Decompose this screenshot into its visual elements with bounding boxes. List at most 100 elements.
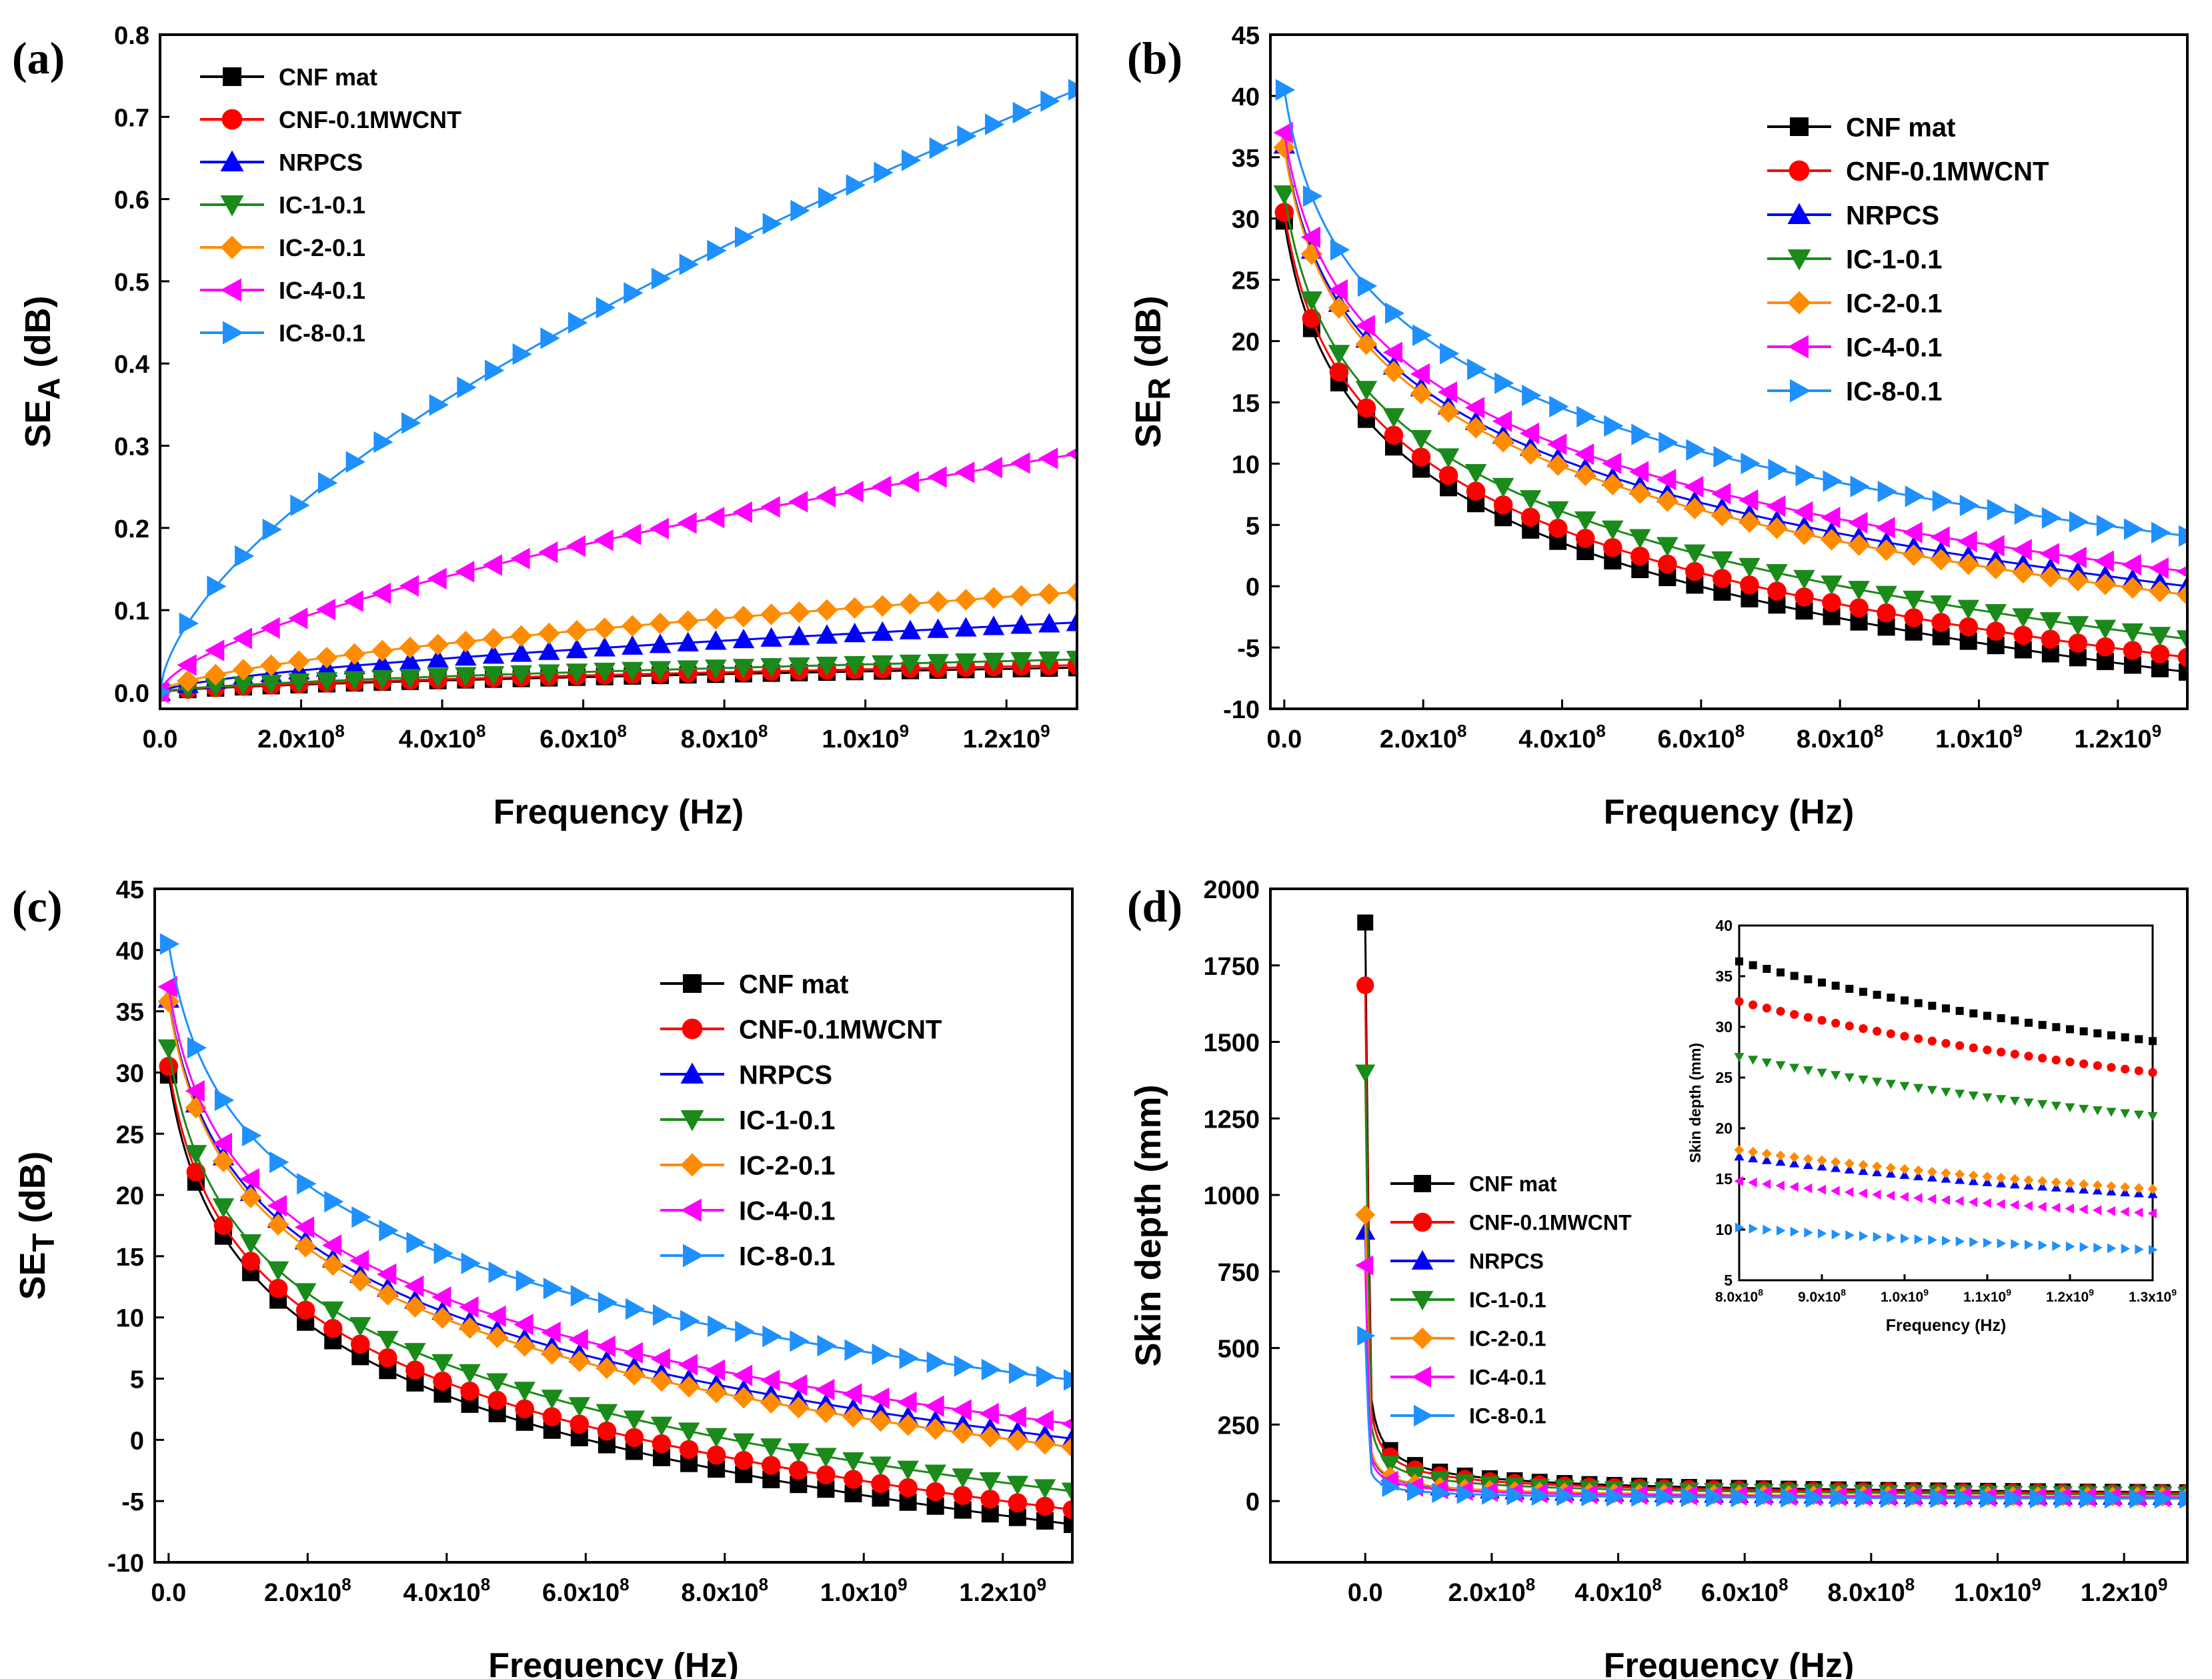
data-point [842,1383,862,1405]
data-point [488,1261,508,1284]
inset-data-point [1776,1007,1785,1016]
data-point [239,1168,260,1190]
inset-series-cnf-mat [1735,957,2157,1046]
legend: CNF mat CNF-0.1MWCNT NRPCS IC-1-0.1 IC-2-0.1… [1767,113,2049,406]
data-point [649,633,672,653]
data-point [239,1186,262,1209]
data-point [872,1343,892,1366]
inset-data-point [1941,1039,1951,1048]
data-point [2067,569,2089,591]
data-point [954,1355,974,1377]
inset-data-point [2065,1203,2074,1214]
inset-series-ic-2-0-1 [1734,1145,2158,1194]
data-point [485,359,505,381]
data-point [953,1486,973,1506]
data-point [1706,1487,1725,1508]
legend-label: NRPCS [1469,1250,1544,1274]
legend: CNF mat CNF-0.1MWCNT NRPCS IC-1-0.1 IC-2-0.1… [660,970,942,1271]
x-tick-label: 1.0x109 [1954,1574,2041,1607]
data-point [2067,546,2087,569]
legend-item: IC-1-0.1 [200,191,365,219]
y-tick-label: -10 [1223,696,1260,724]
data-point [650,1370,673,1392]
inset-data-point [1872,1078,1883,1087]
data-point [897,1391,917,1414]
inset-y-tick-label: 20 [1715,1120,1733,1137]
inset-data-point [1789,1152,1800,1162]
inset-data-point [1955,1196,1964,1206]
data-point [1755,1487,1774,1508]
inset-data-point [2120,1109,2131,1119]
data-point [324,1190,344,1213]
data-point [844,1339,864,1361]
inset-data-point [2038,1240,2048,1251]
data-point [1930,549,1952,571]
inset-data-point [1968,1176,1979,1186]
inset-data-point [2133,1183,2144,1194]
data-point [541,1321,561,1344]
data-point [679,1440,699,1460]
data-point [455,630,477,653]
legend-item: CNF mat [1767,113,1955,142]
inset-data-point [2009,1200,2019,1210]
data-point [979,1426,1002,1448]
legend-marker [220,195,244,217]
data-point [1382,408,1405,428]
data-point [205,639,225,661]
inset-data-point [1885,1080,1896,1089]
data-point [1066,613,1076,631]
y-tick-label: 0.6 [114,187,149,215]
inset-data-point [1858,1160,1869,1170]
legend-marker [1787,291,1811,315]
data-point [1877,480,1897,503]
data-point [788,1396,810,1419]
series-line [1283,132,2186,573]
inset-data-point [1913,1171,1924,1180]
y-tick-label: -5 [121,1488,144,1516]
inset-data-point [2148,1068,2157,1077]
data-point [597,1421,617,1441]
data-point [1036,1366,1056,1388]
data-point [399,636,421,659]
data-point [1432,1483,1450,1504]
data-point [431,1307,453,1329]
data-point [351,1206,371,1228]
data-point [538,640,560,660]
data-point [1006,1406,1026,1428]
data-point [652,1434,672,1454]
data-point [624,1428,644,1448]
data-point [157,990,180,1013]
x-tick-label: 1.2x109 [963,721,1050,753]
data-point [318,472,338,494]
data-point [1766,495,1786,517]
data-point [1302,309,1322,328]
inset-data-point [2065,1057,2075,1067]
data-point [568,1328,588,1351]
inset-data-point [2066,1241,2075,1252]
inset-data-point [2120,1206,2129,1217]
inset-data-point [1831,982,1840,990]
data-point [157,976,177,998]
data-point [232,659,255,681]
inset-data-point [2092,1180,2103,1191]
inset-data-point [2051,1177,2061,1188]
data-point [955,461,975,483]
legend-item: CNF mat [200,63,377,91]
data-point [623,1342,643,1364]
data-point [349,1270,371,1292]
data-point [2121,577,2144,599]
data-point [979,1402,999,1425]
data-point [870,1387,890,1410]
data-point [185,1080,205,1102]
data-point [623,1364,646,1386]
data-point [1440,343,1460,365]
data-point [678,1354,698,1376]
data-point [404,1275,424,1298]
inset-data-point [1735,957,1743,966]
inset-data-point [1831,1018,1841,1028]
inset-data-point [1941,1088,1951,1097]
inset-data-point [1858,1076,1869,1085]
data-point [1464,397,1485,419]
data-point [1068,79,1076,101]
y-tick-label: 0.4 [114,351,149,379]
